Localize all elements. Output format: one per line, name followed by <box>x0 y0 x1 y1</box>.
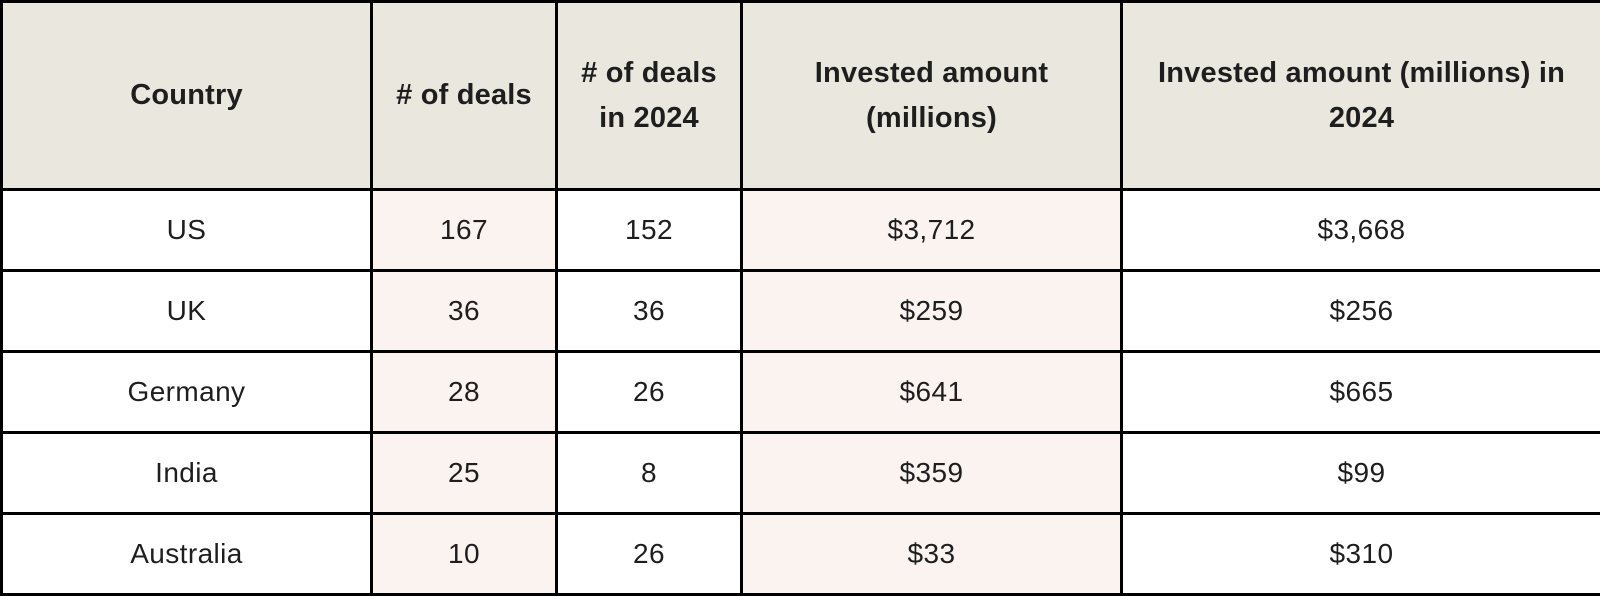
table-body: US 167 152 $3,712 $3,668 UK 36 36 $259 $… <box>0 188 1600 596</box>
table-row-uk: UK 36 36 $259 $256 <box>0 269 1600 353</box>
value-cell: $256 <box>1120 269 1600 353</box>
table-row-germany: Germany 28 26 $641 $665 <box>0 350 1600 434</box>
header-cell-invested-amount: Invested amount (millions) <box>740 0 1123 191</box>
value-cell: $3,668 <box>1120 188 1600 272</box>
header-cell-num-deals-2024: # of deals in 2024 <box>555 0 743 191</box>
header-cell-country: Country <box>0 0 373 191</box>
value-cell: $665 <box>1120 350 1600 434</box>
value-cell: 152 <box>555 188 743 272</box>
table-row-us: US 167 152 $3,712 $3,668 <box>0 188 1600 272</box>
table-header: Country # of deals # of deals in 2024 In… <box>0 0 1600 191</box>
value-cell: 36 <box>370 269 558 353</box>
country-cell: US <box>0 188 373 272</box>
country-cell: India <box>0 431 373 515</box>
value-cell: $33 <box>740 512 1123 596</box>
header-row: Country # of deals # of deals in 2024 In… <box>0 0 1600 191</box>
value-cell: $3,712 <box>740 188 1123 272</box>
value-cell: $310 <box>1120 512 1600 596</box>
value-cell: 8 <box>555 431 743 515</box>
header-cell-num-deals: # of deals <box>370 0 558 191</box>
country-cell: Germany <box>0 350 373 434</box>
value-cell: 28 <box>370 350 558 434</box>
table-row-india: India 25 8 $359 $99 <box>0 431 1600 515</box>
value-cell: 36 <box>555 269 743 353</box>
value-cell: $99 <box>1120 431 1600 515</box>
value-cell: 26 <box>555 512 743 596</box>
table-row-australia: Australia 10 26 $33 $310 <box>0 512 1600 596</box>
value-cell: $359 <box>740 431 1123 515</box>
value-cell: 167 <box>370 188 558 272</box>
value-cell: 26 <box>555 350 743 434</box>
header-cell-invested-amount-2024: Invested amount (millions) in 2024 <box>1120 0 1600 191</box>
value-cell: 25 <box>370 431 558 515</box>
value-cell: $259 <box>740 269 1123 353</box>
country-cell: Australia <box>0 512 373 596</box>
value-cell: $641 <box>740 350 1123 434</box>
country-cell: UK <box>0 269 373 353</box>
value-cell: 10 <box>370 512 558 596</box>
